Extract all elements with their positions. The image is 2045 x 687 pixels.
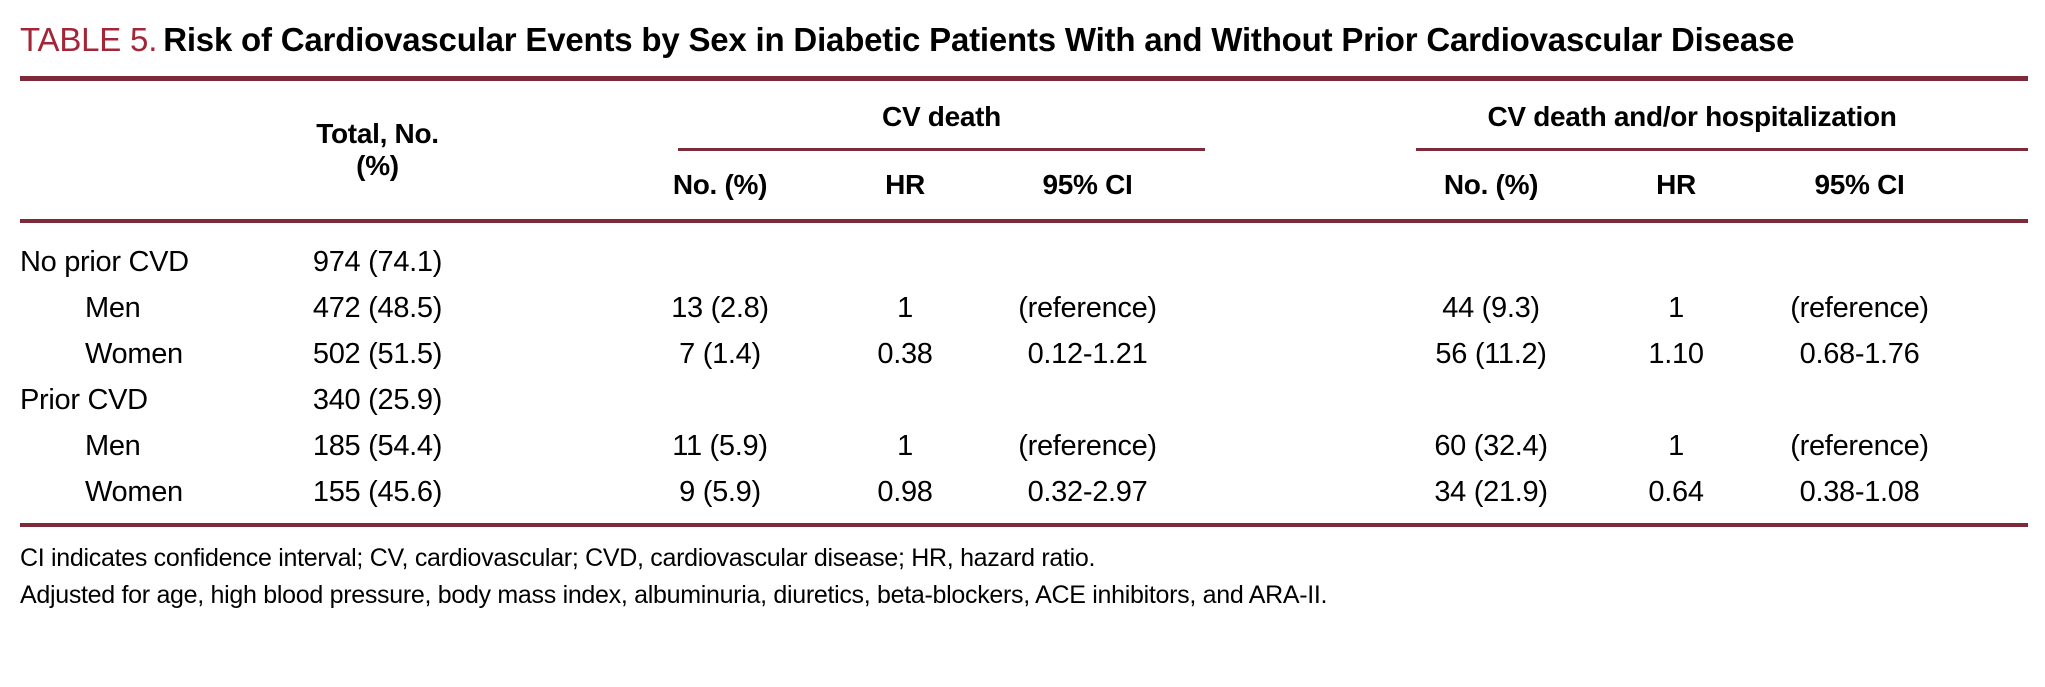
col-header-g1-hr: HR [885,169,925,200]
table-row: Men 472 (48.5) 13 (2.8) 1 (reference) 44… [20,285,2028,331]
cell-total: 340 (25.9) [312,383,443,416]
cell-g2-ci [1766,377,2028,423]
col-header-g1-ci: 95% CI [1042,169,1133,200]
cell-g1-ci: (reference) [1018,429,1157,462]
cell-g2-no [1416,221,1586,285]
cell-g2-hr: 1 [1668,429,1684,462]
cell-g1-ci: 0.12-1.21 [1027,337,1148,370]
table-footnotes: CI indicates confidence interval; CV, ca… [20,540,2045,614]
table-row: Prior CVD 340 (25.9) [20,377,2028,423]
cell-g2-no [1416,377,1586,423]
row-label: Women [85,475,183,508]
cell-g1-no: 7 (1.4) [679,337,761,370]
table-header: Total, No. (%) CV death CV death and/or … [20,79,2029,222]
spacer-cell [1205,469,1416,525]
results-table: Total, No. (%) CV death CV death and/or … [20,76,2029,527]
cv-death-spanner-label: CV death [678,87,1206,151]
cell-g1-no [630,377,810,423]
row-label: No prior CVD [20,245,189,278]
cell-g2-no: 44 (9.3) [1442,291,1540,324]
cell-g1-ci: (reference) [1018,291,1157,324]
col-header-g2-ci: 95% CI [1814,169,1905,200]
total-column-header: Total, No. (%) [316,118,439,181]
cell-g2-ci: (reference) [1790,429,1929,462]
spacer-cell [480,377,630,423]
spacer-cell [480,221,630,285]
table-title: TABLE 5. Risk of Cardiovascular Events by… [20,12,1860,67]
cv-death-hosp-spanner-label: CV death and/or hospitalization [1416,87,2029,151]
spacer-cell [1205,423,1416,469]
cell-g2-hr: 1.10 [1648,337,1704,370]
cell-g1-hr: 1 [897,429,913,462]
cell-g2-ci [1766,221,2028,285]
cell-g1-ci: 0.32-2.97 [1027,475,1148,508]
cell-g1-ci [1000,221,1205,285]
cell-g1-no: 9 (5.9) [679,475,761,508]
footnote-abbreviations: CI indicates confidence interval; CV, ca… [20,544,1096,572]
row-label: Men [85,429,141,462]
cell-g1-hr: 1 [897,291,913,324]
stub-header [20,79,300,222]
cell-g2-no: 60 (32.4) [1434,429,1548,462]
cv-death-spanner: CV death [630,79,1206,151]
footnote-adjustments: Adjusted for age, high blood pressure, b… [20,581,1328,609]
cell-g2-ci: (reference) [1790,291,1929,324]
cell-total: 155 (45.6) [312,475,443,508]
cell-g1-no: 13 (2.8) [671,291,769,324]
cell-g2-hr: 1 [1668,291,1684,324]
table-number-label: TABLE 5. [20,21,158,58]
table-row: Men 185 (54.4) 11 (5.9) 1 (reference) 60… [20,423,2028,469]
spacer-cell [1205,377,1416,423]
cell-g2-hr [1586,221,1766,285]
cell-g2-hr [1586,377,1766,423]
spacer-cell [1205,331,1416,377]
cv-death-hosp-spanner: CV death and/or hospitalization [1416,79,2029,151]
cell-total: 185 (54.4) [312,429,443,462]
row-label: Prior CVD [20,383,148,416]
cell-g2-ci: 0.38-1.08 [1799,475,1920,508]
spacer-cell [480,285,630,331]
cell-g2-hr: 0.64 [1648,475,1704,508]
cell-g1-ci [1000,377,1205,423]
cell-g2-no: 34 (21.9) [1434,475,1548,508]
row-label: Men [85,291,141,324]
cell-g2-no: 56 (11.2) [1435,337,1547,370]
cell-g1-no [630,221,810,285]
table-row: Women 502 (51.5) 7 (1.4) 0.38 0.12-1.21 … [20,331,2028,377]
cell-g1-hr: 0.38 [877,337,933,370]
table-row: Women 155 (45.6) 9 (5.9) 0.98 0.32-2.97 … [20,469,2028,525]
table-row: No prior CVD 974 (74.1) [20,221,2028,285]
cell-total: 472 (48.5) [312,291,443,324]
col-header-g2-no: No. (%) [1443,169,1539,200]
spacer-cell [1205,285,1416,331]
row-label: Women [85,337,183,370]
cell-g1-hr [810,377,1000,423]
spacer-cell [480,331,630,377]
cell-total: 502 (51.5) [312,337,443,370]
col-header-g1-no: No. (%) [672,169,768,200]
spacer-cell [480,79,630,222]
table-body: No prior CVD 974 (74.1) Men 472 (48.5) 1… [20,221,2029,525]
cell-total: 974 (74.1) [312,245,443,278]
cell-g1-hr: 0.98 [877,475,933,508]
cell-g1-hr [810,221,1000,285]
cell-g1-no: 11 (5.9) [672,429,768,462]
table-title-text: Risk of Cardiovascular Events by Sex in … [163,21,1795,58]
spacer-cell [480,469,630,525]
spacer-cell [1205,221,1416,285]
cell-g2-ci: 0.68-1.76 [1799,337,1920,370]
spacer-cell [1205,79,1416,222]
spacer-cell [480,423,630,469]
col-header-g2-hr: HR [1656,169,1696,200]
